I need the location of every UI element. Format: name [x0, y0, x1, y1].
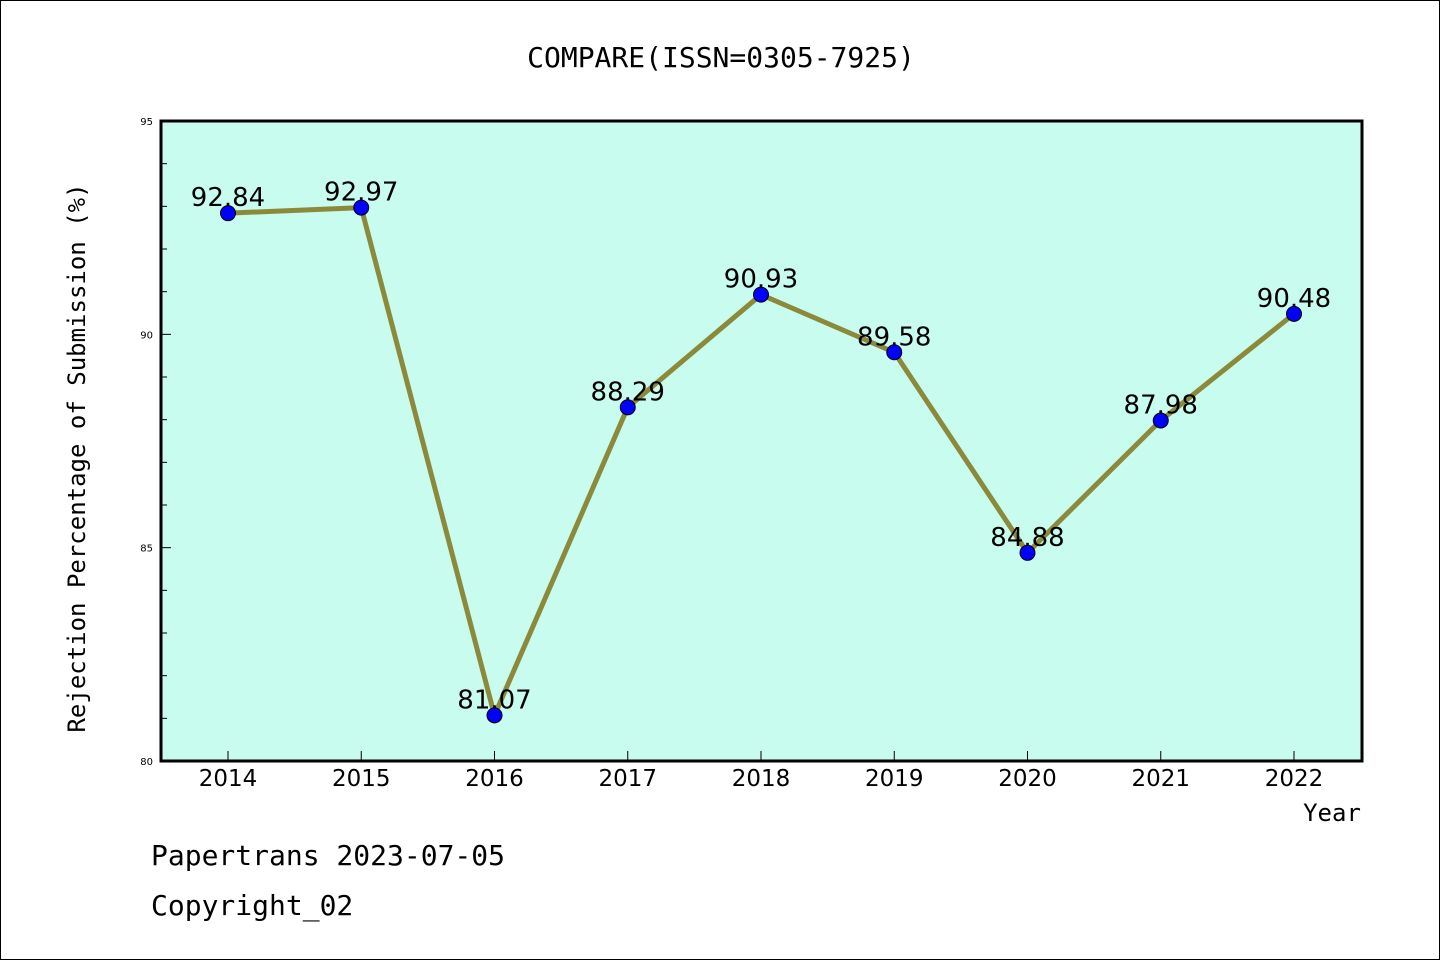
- x-tick-label: 2019: [865, 766, 924, 792]
- x-axis-ticks: 2014 2015 2016 2017 2018 2019 2020 2021 2022: [199, 751, 1324, 792]
- data-label: 88.29: [591, 377, 665, 407]
- x-tick-label: 2016: [465, 766, 524, 792]
- y-axis-label: Rejection Percentage of Submission (%): [63, 183, 91, 732]
- data-point-marker: [486, 707, 503, 724]
- data-point-marker: [1152, 412, 1169, 429]
- data-label-layer: 92.84 92.97 81.07 88.29 90.93 89.58 84.88 87.98…: [191, 178, 1331, 716]
- data-point-marker: [886, 344, 903, 361]
- marker-layer: [220, 199, 1302, 724]
- data-point-marker: [353, 199, 370, 216]
- footer-copyright: Copyright_02: [151, 889, 353, 923]
- data-label: 92.84: [191, 183, 265, 213]
- x-axis-label: Year: [1303, 799, 1361, 827]
- x-tick-label: 2017: [598, 766, 657, 792]
- data-point-marker: [1286, 305, 1302, 322]
- chart-title: COMPARE(ISSN=0305-7925): [527, 41, 915, 74]
- y-tick-label: 85: [140, 544, 153, 555]
- x-tick-label: 2014: [199, 766, 258, 792]
- data-label: 84.88: [990, 523, 1064, 553]
- plot-border: [159, 119, 1364, 763]
- x-tick-label: 2022: [1265, 766, 1324, 792]
- x-tick-label: 2015: [332, 766, 391, 792]
- footer-date: Papertrans 2023-07-05: [151, 839, 505, 872]
- y-tick-label: 80: [140, 757, 153, 768]
- data-label: 81.07: [457, 685, 531, 715]
- x-tick-label: 2020: [998, 766, 1057, 792]
- y-tick-label: 95: [140, 117, 153, 128]
- data-point-marker: [619, 399, 636, 416]
- data-label: 92.97: [324, 178, 398, 208]
- data-label: 89.58: [857, 322, 931, 352]
- data-label: 90.93: [724, 265, 798, 295]
- data-label: 87.98: [1124, 391, 1198, 421]
- data-point-marker: [1019, 544, 1036, 561]
- plot-area: [161, 121, 1362, 761]
- data-label: 90.48: [1257, 284, 1331, 314]
- data-point-marker: [220, 205, 236, 222]
- y-tick-label: 90: [140, 330, 153, 341]
- data-point-marker: [753, 286, 769, 303]
- x-tick-label: 2018: [732, 766, 791, 792]
- x-tick-label: 2021: [1131, 766, 1190, 792]
